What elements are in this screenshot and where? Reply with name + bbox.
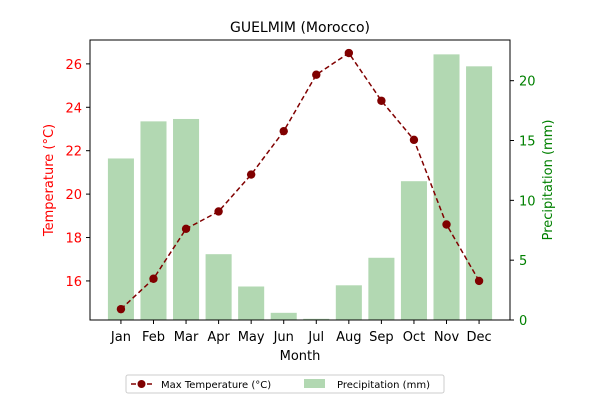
legend: Max Temperature (°C) Precipitation (mm) (125, 374, 445, 394)
x-tick-label: Dec (466, 330, 491, 345)
precipitation-bars (107, 54, 493, 320)
precip-bar-oct (400, 181, 427, 320)
temp-point-oct (409, 135, 419, 145)
temp-point-dec (474, 276, 484, 286)
precip-bar-feb (140, 121, 167, 320)
right-tick-label: 5 (519, 254, 527, 269)
x-axis-label: Month (280, 349, 321, 364)
temp-point-mar (181, 224, 191, 234)
left-tick-label: 16 (65, 275, 82, 290)
x-tick-label: Apr (207, 330, 230, 345)
left-tick-label: 26 (65, 58, 82, 73)
precip-bar-apr (205, 254, 232, 320)
temp-point-may (246, 170, 256, 179)
x-tick-label: May (238, 330, 265, 345)
left-tick-label: 22 (65, 145, 82, 160)
x-tick-label: Jul (307, 330, 324, 345)
chart-title: GUELMIM (Morocco) (230, 20, 370, 36)
legend-label-temperature: Max Temperature (°C) (161, 380, 271, 391)
precip-bar-jun (270, 312, 297, 320)
precip-bar-aug (335, 285, 362, 320)
temp-point-jan (116, 304, 126, 314)
precip-bar-jan (107, 158, 134, 320)
x-axis-ticks: Jan Feb Mar Apr May Jun Jul Aug Sep Oct Nov Dec (110, 320, 492, 345)
x-tick-label: Jan (110, 330, 131, 345)
x-tick-label: Mar (174, 330, 199, 345)
right-tick-label: 20 (519, 75, 536, 90)
temp-point-aug (344, 48, 354, 58)
legend-bar-swatch (304, 379, 325, 388)
x-tick-label: Feb (142, 330, 165, 345)
legend-frame (125, 374, 445, 394)
precip-bar-may (238, 286, 265, 320)
precip-bar-jul (303, 318, 330, 320)
precip-bar-sep (368, 257, 395, 320)
temp-point-apr (214, 207, 223, 216)
x-tick-label: Oct (403, 330, 425, 345)
left-axis-ticks: 16 18 20 22 24 26 (65, 58, 90, 290)
right-tick-label: 0 (519, 314, 527, 329)
left-tick-label: 20 (65, 188, 82, 203)
temperature-series-line (120, 51, 480, 310)
precip-bar-mar (173, 118, 200, 320)
right-tick-label: 10 (519, 194, 536, 209)
temp-point-jul (312, 70, 321, 79)
temperature-line (116, 48, 484, 314)
precip-bar-nov (433, 54, 460, 320)
legend-label-precipitation: Precipitation (mm) (337, 380, 430, 391)
temp-point-feb (149, 274, 158, 283)
temp-point-nov (442, 220, 451, 229)
right-tick-label: 15 (519, 135, 536, 150)
left-axis-label: Temperature (°C) (42, 124, 57, 237)
right-axis-ticks: 0 5 10 15 20 (510, 75, 536, 329)
temp-point-sep (377, 96, 386, 105)
temp-point-jun (279, 126, 288, 136)
left-tick-label: 24 (65, 101, 82, 116)
left-tick-label: 18 (65, 232, 82, 247)
legend-line-marker (137, 380, 146, 388)
x-tick-label: Nov (434, 330, 460, 345)
x-tick-label: Jun (273, 330, 294, 345)
right-axis-label: Precipitation (mm) (541, 120, 556, 241)
plot-frame (89, 39, 511, 321)
x-tick-label: Aug (336, 330, 361, 345)
x-tick-label: Sep (369, 330, 394, 345)
